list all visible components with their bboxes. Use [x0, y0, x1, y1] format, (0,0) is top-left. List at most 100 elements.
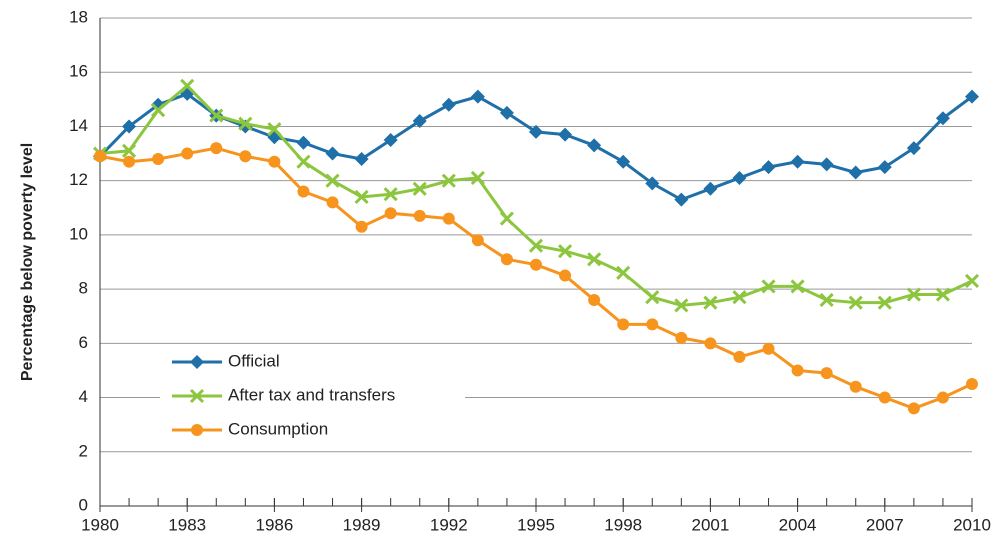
marker [499, 211, 514, 226]
marker [354, 189, 369, 204]
marker [209, 108, 224, 123]
marker [383, 187, 398, 202]
marker [122, 119, 137, 134]
marker [906, 141, 921, 156]
marker [935, 287, 950, 302]
marker [935, 111, 950, 126]
marker [297, 185, 310, 198]
marker [761, 160, 776, 175]
marker [191, 424, 203, 436]
marker [413, 209, 426, 222]
series-line [99, 83, 973, 307]
marker [441, 97, 456, 112]
marker [819, 157, 834, 172]
y-tick-label: 16 [69, 62, 88, 81]
x-tick-label: 1995 [517, 515, 555, 534]
y-tick-label: 18 [69, 7, 88, 26]
marker [704, 337, 717, 350]
x-tick-label: 1992 [430, 515, 468, 534]
y-tick-label: 10 [69, 224, 88, 243]
x-tick-label: 1980 [81, 515, 119, 534]
series-line [98, 92, 973, 202]
marker [616, 265, 631, 280]
marker [441, 173, 456, 188]
marker [675, 331, 688, 344]
marker [500, 253, 513, 266]
marker [878, 391, 891, 404]
marker [732, 170, 747, 185]
marker [442, 212, 455, 225]
marker [820, 367, 833, 380]
marker [907, 402, 920, 415]
marker [94, 150, 106, 163]
x-tick-label: 1989 [343, 515, 381, 534]
marker [617, 318, 630, 331]
marker [733, 350, 746, 363]
marker [326, 196, 339, 209]
x-tick-label: 2010 [953, 515, 991, 534]
marker [587, 252, 602, 267]
marker [966, 378, 978, 390]
marker [761, 279, 776, 294]
x-tick-label: 2004 [779, 515, 817, 534]
y-tick-label: 8 [79, 279, 88, 298]
x-tick-label: 1986 [255, 515, 293, 534]
marker [239, 150, 252, 163]
x-tick-label: 2001 [691, 515, 729, 534]
y-tick-label: 4 [79, 387, 88, 406]
marker [848, 165, 863, 180]
marker [559, 269, 572, 282]
legend: Official After tax and transfers Consumpti… [160, 344, 465, 444]
marker [181, 147, 194, 160]
marker [965, 89, 979, 104]
legend-label: Official [228, 351, 280, 370]
marker [354, 151, 369, 166]
marker [819, 292, 834, 308]
marker [412, 181, 427, 196]
legend-label: Consumption [228, 419, 328, 438]
marker [210, 142, 223, 155]
y-tick-label: 0 [79, 495, 88, 514]
marker [471, 234, 484, 247]
marker [384, 207, 397, 220]
marker [412, 114, 427, 129]
marker [151, 103, 166, 118]
marker [558, 127, 573, 142]
marker [936, 391, 949, 404]
x-tick-label: 1998 [604, 515, 642, 534]
marker [877, 295, 892, 310]
marker [848, 295, 863, 310]
marker [877, 160, 892, 175]
marker [530, 258, 542, 271]
marker [122, 143, 137, 158]
marker [529, 124, 543, 139]
marker [791, 364, 804, 377]
marker [238, 116, 253, 131]
marker [732, 290, 747, 305]
marker [470, 170, 485, 186]
marker [528, 238, 544, 253]
marker [558, 244, 573, 259]
marker [790, 154, 805, 169]
y-tick-label: 6 [79, 333, 88, 352]
marker [325, 146, 340, 161]
marker [268, 155, 281, 168]
legend-label: After tax and transfers [228, 385, 395, 404]
marker [588, 293, 601, 306]
x-tick-label: 1983 [168, 515, 206, 534]
y-axis-label: Percentage below poverty level [19, 143, 36, 381]
marker [470, 89, 485, 104]
marker [703, 181, 718, 196]
marker [645, 176, 660, 191]
y-tick-label: 2 [79, 441, 88, 460]
marker [703, 295, 718, 310]
marker [674, 192, 689, 207]
marker [355, 220, 368, 233]
marker [383, 133, 398, 147]
marker [790, 279, 805, 294]
marker [152, 152, 165, 165]
marker [616, 154, 631, 169]
marker [180, 78, 195, 93]
marker [587, 138, 602, 153]
